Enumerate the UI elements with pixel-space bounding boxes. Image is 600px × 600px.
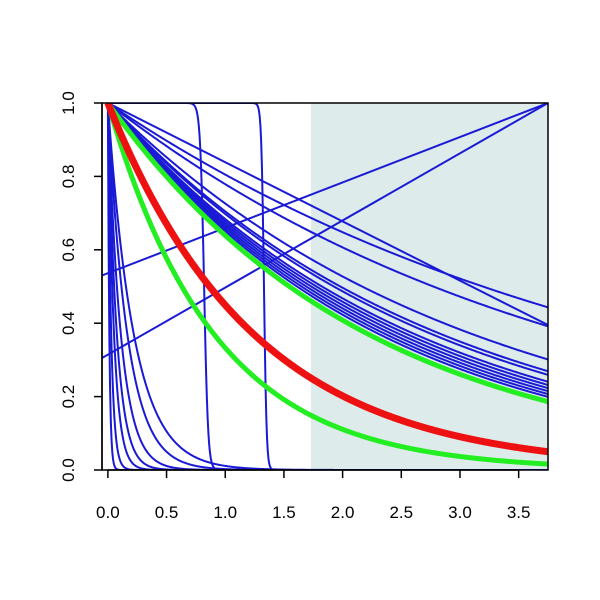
series-line-13 bbox=[106, 103, 548, 470]
y-axis: 0.0 0.2 0.4 0.6 0.8 1.0 bbox=[59, 91, 103, 482]
x-tick-label: 1.5 bbox=[272, 503, 296, 522]
series-line-4 bbox=[107, 103, 548, 376]
x-tick-label: 3.5 bbox=[507, 503, 531, 522]
series-line-9 bbox=[107, 103, 548, 395]
y-tick-label: 0.2 bbox=[59, 385, 78, 409]
x-tick-label: 0.0 bbox=[96, 503, 120, 522]
series-line-24 bbox=[105, 103, 548, 467]
series-line-8 bbox=[107, 103, 548, 393]
x-tick-label: 2.5 bbox=[389, 503, 413, 522]
series-line-20 bbox=[102, 103, 548, 277]
series-line-3 bbox=[107, 103, 548, 373]
x-axis: 0.0 0.5 1.0 1.5 2.0 2.5 3.0 3.5 bbox=[96, 469, 531, 522]
y-tick-label: 1.0 bbox=[59, 91, 78, 115]
x-tick-label: 1.0 bbox=[213, 503, 237, 522]
y-tick-label: 0.4 bbox=[59, 311, 78, 335]
series-line-2 bbox=[107, 103, 548, 361]
series-line-7 bbox=[107, 103, 548, 390]
x-tick-label: 2.0 bbox=[331, 503, 355, 522]
y-tick-label: 0.6 bbox=[59, 238, 78, 262]
shaded-region bbox=[310, 103, 548, 470]
series-line-0 bbox=[107, 103, 548, 309]
x-tick-label: 3.0 bbox=[448, 503, 472, 522]
series-line-5 bbox=[107, 103, 548, 383]
series-line-21 bbox=[102, 103, 548, 359]
series-line-25 bbox=[104, 103, 548, 456]
series-line-6 bbox=[107, 103, 548, 386]
series-line-12 bbox=[106, 103, 548, 470]
series-line-23 bbox=[105, 103, 548, 405]
x-tick-label: 0.5 bbox=[155, 503, 179, 522]
y-tick-label: 0.0 bbox=[59, 458, 78, 482]
series-line-22 bbox=[107, 103, 548, 326]
y-tick-label: 0.8 bbox=[59, 165, 78, 189]
series-line-1 bbox=[107, 103, 548, 328]
